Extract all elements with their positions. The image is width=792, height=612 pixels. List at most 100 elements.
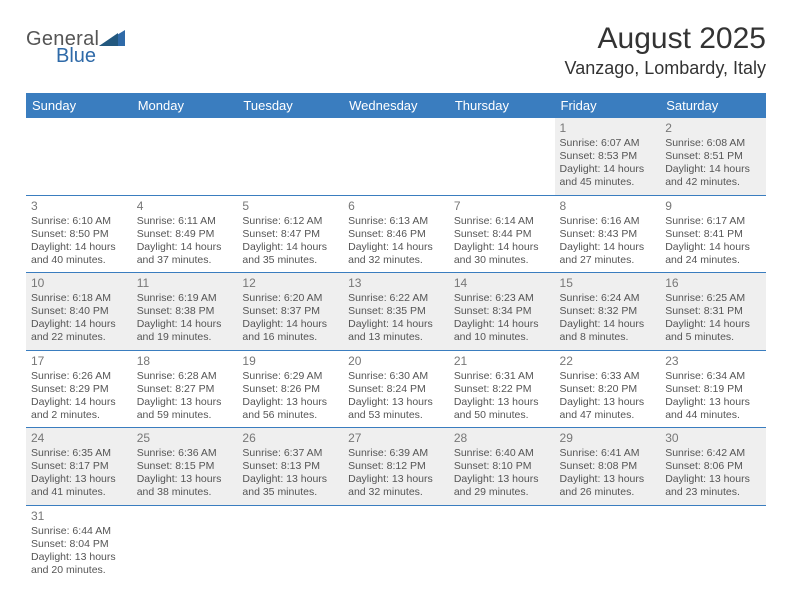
calendar-day-cell: 5Sunrise: 6:12 AMSunset: 8:47 PMDaylight… [237,195,343,273]
calendar-day-cell: 28Sunrise: 6:40 AMSunset: 8:10 PMDayligh… [449,428,555,506]
sunrise-line: Sunrise: 6:08 AM [665,137,761,150]
calendar-empty-cell [343,118,449,195]
sunrise-line: Sunrise: 6:17 AM [665,215,761,228]
day-number: 9 [665,199,761,214]
day-number: 26 [242,431,338,446]
daylight-line: Daylight: 13 hours and 20 minutes. [31,551,127,577]
day-number: 27 [348,431,444,446]
day-number: 29 [560,431,656,446]
calendar-day-cell: 17Sunrise: 6:26 AMSunset: 8:29 PMDayligh… [26,350,132,428]
sunset-line: Sunset: 8:41 PM [665,228,761,241]
calendar-day-cell: 19Sunrise: 6:29 AMSunset: 8:26 PMDayligh… [237,350,343,428]
calendar-empty-cell [26,118,132,195]
daylight-line: Daylight: 13 hours and 50 minutes. [454,396,550,422]
calendar-day-cell: 22Sunrise: 6:33 AMSunset: 8:20 PMDayligh… [555,350,661,428]
daylight-line: Daylight: 14 hours and 30 minutes. [454,241,550,267]
day-number: 12 [242,276,338,291]
sunset-line: Sunset: 8:15 PM [137,460,233,473]
calendar-day-cell: 4Sunrise: 6:11 AMSunset: 8:49 PMDaylight… [132,195,238,273]
sunset-line: Sunset: 8:38 PM [137,305,233,318]
calendar-day-cell: 13Sunrise: 6:22 AMSunset: 8:35 PMDayligh… [343,273,449,351]
calendar-day-cell: 20Sunrise: 6:30 AMSunset: 8:24 PMDayligh… [343,350,449,428]
day-number: 5 [242,199,338,214]
weekday-header: Wednesday [343,93,449,118]
daylight-line: Daylight: 14 hours and 27 minutes. [560,241,656,267]
daylight-line: Daylight: 13 hours and 35 minutes. [242,473,338,499]
day-number: 3 [31,199,127,214]
sunset-line: Sunset: 8:22 PM [454,383,550,396]
calendar-day-cell: 15Sunrise: 6:24 AMSunset: 8:32 PMDayligh… [555,273,661,351]
day-number: 23 [665,354,761,369]
sunset-line: Sunset: 8:10 PM [454,460,550,473]
sunset-line: Sunset: 8:53 PM [560,150,656,163]
day-number: 24 [31,431,127,446]
daylight-line: Daylight: 13 hours and 59 minutes. [137,396,233,422]
sunset-line: Sunset: 8:34 PM [454,305,550,318]
daylight-line: Daylight: 14 hours and 16 minutes. [242,318,338,344]
sunrise-line: Sunrise: 6:07 AM [560,137,656,150]
logo-triangle-icon [99,28,125,51]
day-number: 10 [31,276,127,291]
sunset-line: Sunset: 8:44 PM [454,228,550,241]
day-number: 13 [348,276,444,291]
day-number: 14 [454,276,550,291]
calendar-day-cell: 21Sunrise: 6:31 AMSunset: 8:22 PMDayligh… [449,350,555,428]
daylight-line: Daylight: 13 hours and 32 minutes. [348,473,444,499]
day-number: 18 [137,354,233,369]
calendar-empty-cell [449,505,555,582]
sunset-line: Sunset: 8:27 PM [137,383,233,396]
daylight-line: Daylight: 14 hours and 2 minutes. [31,396,127,422]
sunrise-line: Sunrise: 6:14 AM [454,215,550,228]
sunrise-line: Sunrise: 6:40 AM [454,447,550,460]
logo-text-block: General Blue [26,28,125,68]
calendar-empty-cell [237,118,343,195]
daylight-line: Daylight: 14 hours and 10 minutes. [454,318,550,344]
sunset-line: Sunset: 8:13 PM [242,460,338,473]
weekday-header: Sunday [26,93,132,118]
weekday-header: Friday [555,93,661,118]
day-number: 21 [454,354,550,369]
daylight-line: Daylight: 13 hours and 44 minutes. [665,396,761,422]
sunset-line: Sunset: 8:17 PM [31,460,127,473]
sunset-line: Sunset: 8:51 PM [665,150,761,163]
daylight-line: Daylight: 14 hours and 42 minutes. [665,163,761,189]
daylight-line: Daylight: 14 hours and 22 minutes. [31,318,127,344]
calendar-table: Sunday Monday Tuesday Wednesday Thursday… [26,93,766,582]
calendar-day-cell: 2Sunrise: 6:08 AMSunset: 8:51 PMDaylight… [660,118,766,195]
sunset-line: Sunset: 8:04 PM [31,538,127,551]
sunset-line: Sunset: 8:26 PM [242,383,338,396]
day-number: 8 [560,199,656,214]
sunrise-line: Sunrise: 6:41 AM [560,447,656,460]
sunrise-line: Sunrise: 6:35 AM [31,447,127,460]
calendar-day-cell: 26Sunrise: 6:37 AMSunset: 8:13 PMDayligh… [237,428,343,506]
calendar-day-cell: 6Sunrise: 6:13 AMSunset: 8:46 PMDaylight… [343,195,449,273]
calendar-day-cell: 27Sunrise: 6:39 AMSunset: 8:12 PMDayligh… [343,428,449,506]
sunrise-line: Sunrise: 6:31 AM [454,370,550,383]
sunset-line: Sunset: 8:47 PM [242,228,338,241]
day-number: 11 [137,276,233,291]
day-number: 1 [560,121,656,136]
weekday-header-row: Sunday Monday Tuesday Wednesday Thursday… [26,93,766,118]
daylight-line: Daylight: 13 hours and 26 minutes. [560,473,656,499]
day-number: 15 [560,276,656,291]
sunrise-line: Sunrise: 6:37 AM [242,447,338,460]
sunrise-line: Sunrise: 6:24 AM [560,292,656,305]
day-number: 20 [348,354,444,369]
calendar-empty-cell [237,505,343,582]
day-number: 17 [31,354,127,369]
daylight-line: Daylight: 14 hours and 24 minutes. [665,241,761,267]
daylight-line: Daylight: 14 hours and 5 minutes. [665,318,761,344]
sunrise-line: Sunrise: 6:39 AM [348,447,444,460]
location-subtitle: Vanzago, Lombardy, Italy [565,58,766,79]
calendar-empty-cell [660,505,766,582]
calendar-empty-cell [132,118,238,195]
daylight-line: Daylight: 14 hours and 40 minutes. [31,241,127,267]
calendar-day-cell: 25Sunrise: 6:36 AMSunset: 8:15 PMDayligh… [132,428,238,506]
sunrise-line: Sunrise: 6:28 AM [137,370,233,383]
sunset-line: Sunset: 8:50 PM [31,228,127,241]
sunset-line: Sunset: 8:08 PM [560,460,656,473]
sunrise-line: Sunrise: 6:44 AM [31,525,127,538]
calendar-week-row: 10Sunrise: 6:18 AMSunset: 8:40 PMDayligh… [26,273,766,351]
calendar-day-cell: 24Sunrise: 6:35 AMSunset: 8:17 PMDayligh… [26,428,132,506]
daylight-line: Daylight: 14 hours and 45 minutes. [560,163,656,189]
